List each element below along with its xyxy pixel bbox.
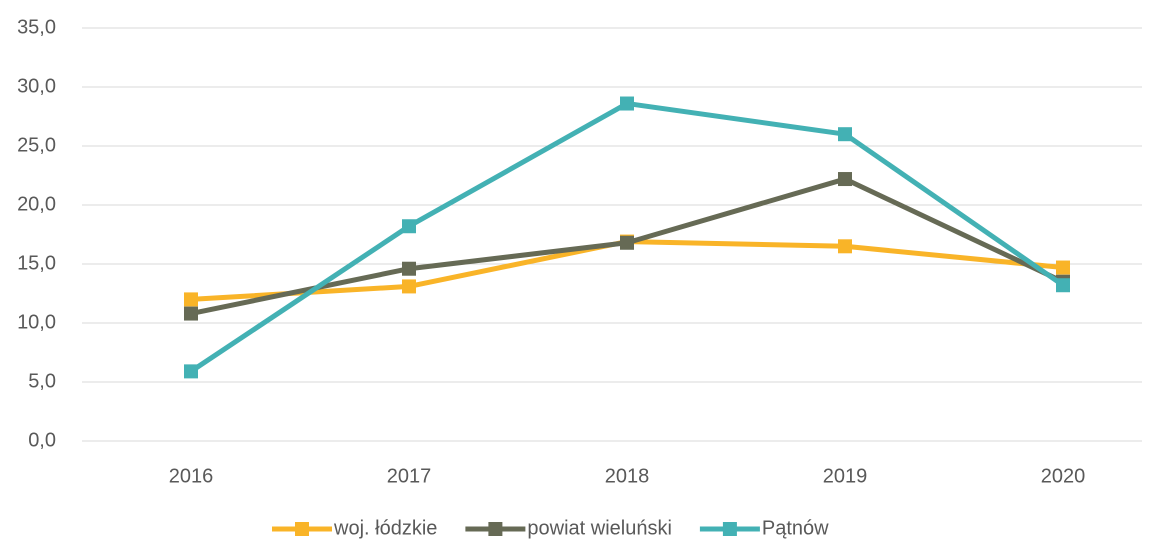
marker (838, 239, 852, 254)
x-tick-label: 2016 (169, 465, 214, 487)
marker (838, 127, 852, 142)
marker (402, 219, 416, 234)
marker (1056, 260, 1070, 275)
marker (838, 172, 852, 187)
marker (184, 292, 198, 307)
legend-label: woj. łódzkie (333, 517, 437, 539)
marker (402, 261, 416, 276)
y-tick-label: 30,0 (17, 75, 56, 97)
legend-marker (488, 522, 503, 536)
x-tick-label: 2020 (1041, 465, 1086, 487)
x-tick-label: 2019 (823, 465, 868, 487)
marker (620, 235, 634, 250)
y-tick-label: 20,0 (17, 193, 56, 215)
x-tick-label: 2018 (605, 465, 650, 487)
y-tick-label: 15,0 (17, 252, 56, 274)
marker (184, 306, 198, 321)
y-tick-label: 35,0 (17, 16, 56, 38)
marker (184, 364, 198, 379)
y-tick-label: 0,0 (28, 429, 56, 451)
y-tick-label: 10,0 (17, 311, 56, 333)
marker (620, 96, 634, 111)
legend-marker (722, 522, 737, 536)
marker (1056, 278, 1070, 293)
y-tick-label: 5,0 (28, 370, 56, 392)
marker (402, 279, 416, 294)
series-line (190, 239, 1064, 302)
legend-marker (295, 522, 309, 536)
y-tick-label: 25,0 (17, 134, 56, 156)
x-tick-label: 2017 (387, 465, 432, 487)
legend-label: Pątnów (762, 517, 829, 539)
legend-label: powiat wieluński (527, 517, 672, 539)
